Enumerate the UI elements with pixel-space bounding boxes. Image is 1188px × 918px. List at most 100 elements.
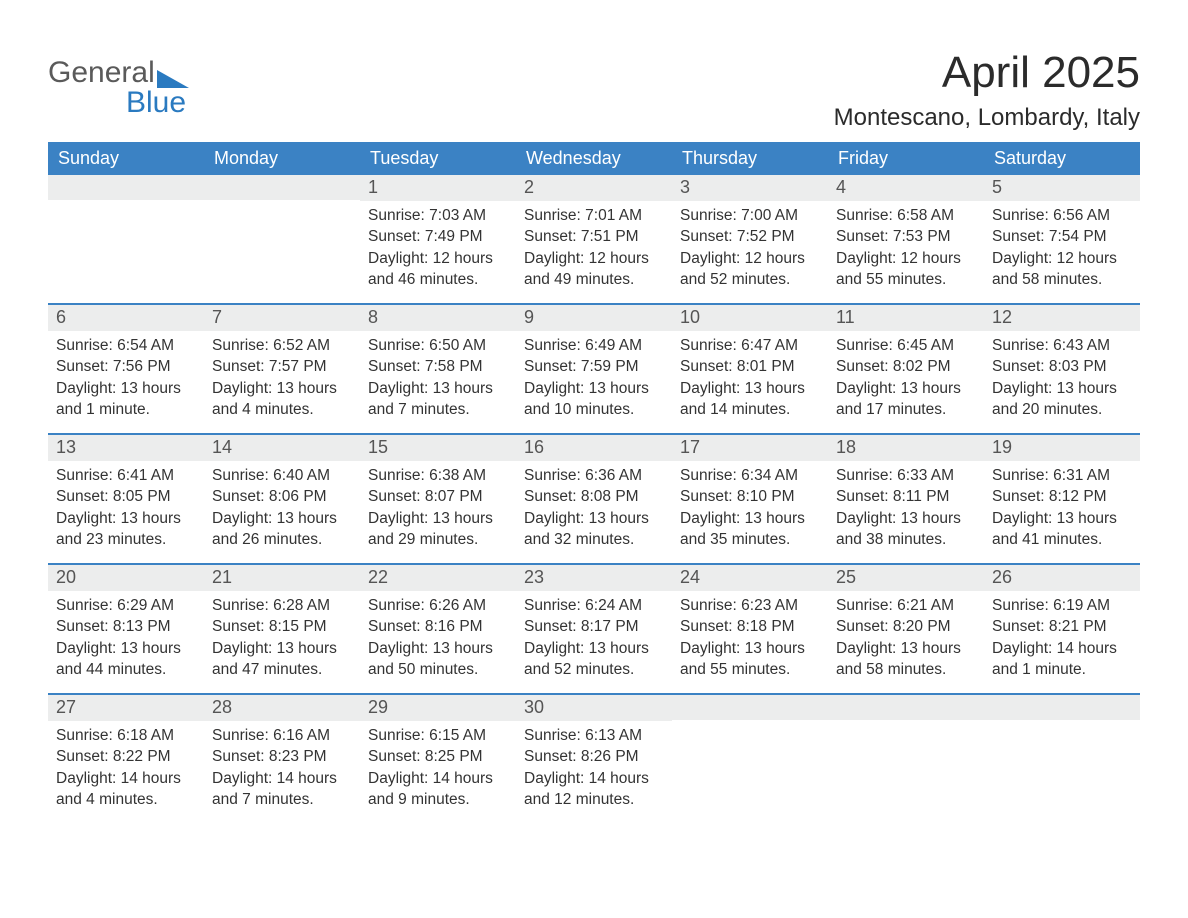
sunset-text: Sunset: 7:56 PM (56, 356, 196, 377)
day-number: 3 (672, 175, 828, 201)
sunrise-text: Sunrise: 6:24 AM (524, 595, 664, 616)
day-cell: 6Sunrise: 6:54 AMSunset: 7:56 PMDaylight… (48, 305, 204, 433)
logo-line2: Blue (126, 86, 186, 119)
sunrise-text: Sunrise: 6:13 AM (524, 725, 664, 746)
day-cell: 30 Sunrise: 6:13 AMSunset: 8:26 PMDayligh… (516, 695, 672, 823)
daylight-text: Daylight: 13 hours and 10 minutes. (524, 378, 664, 421)
day-number: 23 (516, 565, 672, 591)
sunrise-text: Sunrise: 6:52 AM (212, 335, 352, 356)
day-number: 4 (828, 175, 984, 201)
week-row: 20Sunrise: 6:29 AMSunset: 8:13 PMDayligh… (48, 563, 1140, 693)
day-number: 17 (672, 435, 828, 461)
calendar-grid: Sunday Monday Tuesday Wednesday Thursday… (48, 142, 1140, 823)
header: General Blue April 2025 Montescano, Lomb… (48, 30, 1140, 132)
day-cell (828, 695, 984, 823)
day-cell: 11Sunrise: 6:45 AMSunset: 8:02 PMDayligh… (828, 305, 984, 433)
dow-fri: Friday (828, 142, 984, 175)
week-row: 27Sunrise: 6:18 AMSunset: 8:22 PMDayligh… (48, 693, 1140, 823)
day-number: 14 (204, 435, 360, 461)
sunset-text: Sunset: 8:11 PM (836, 486, 976, 507)
day-number: 26 (984, 565, 1140, 591)
day-body: Sunrise: 6:19 AMSunset: 8:21 PMDaylight:… (984, 591, 1140, 687)
sunset-text: Sunset: 7:54 PM (992, 226, 1132, 247)
daylight-text: Daylight: 13 hours and 47 minutes. (212, 638, 352, 681)
day-cell: 21Sunrise: 6:28 AMSunset: 8:15 PMDayligh… (204, 565, 360, 693)
day-body: Sunrise: 6:58 AMSunset: 7:53 PMDaylight:… (828, 201, 984, 297)
day-cell: 12Sunrise: 6:43 AMSunset: 8:03 PMDayligh… (984, 305, 1140, 433)
day-cell: 28Sunrise: 6:16 AMSunset: 8:23 PMDayligh… (204, 695, 360, 823)
month-title: April 2025 (834, 48, 1140, 98)
day-body: Sunrise: 6:15 AMSunset: 8:25 PMDaylight:… (360, 721, 516, 817)
sunset-text: Sunset: 8:03 PM (992, 356, 1132, 377)
sunset-text: Sunset: 8:13 PM (56, 616, 196, 637)
sunset-text: Sunset: 8:26 PM (524, 746, 664, 767)
day-cell: 3Sunrise: 7:00 AMSunset: 7:52 PMDaylight… (672, 175, 828, 303)
day-number: 15 (360, 435, 516, 461)
day-body: Sunrise: 6:49 AMSunset: 7:59 PMDaylight:… (516, 331, 672, 427)
sunrise-text: Sunrise: 6:54 AM (56, 335, 196, 356)
day-body: Sunrise: 6:33 AMSunset: 8:11 PMDaylight:… (828, 461, 984, 557)
day-number: 1 (360, 175, 516, 201)
sunset-text: Sunset: 8:02 PM (836, 356, 976, 377)
day-number: 5 (984, 175, 1140, 201)
daylight-text: Daylight: 13 hours and 32 minutes. (524, 508, 664, 551)
daylight-text: Daylight: 14 hours and 12 minutes. (524, 768, 664, 811)
day-cell (48, 175, 204, 303)
sunset-text: Sunset: 8:01 PM (680, 356, 820, 377)
day-number: 27 (48, 695, 204, 721)
day-body: Sunrise: 6:52 AMSunset: 7:57 PMDaylight:… (204, 331, 360, 427)
day-number: 8 (360, 305, 516, 331)
sunrise-text: Sunrise: 7:00 AM (680, 205, 820, 226)
day-number: 24 (672, 565, 828, 591)
sunrise-text: Sunrise: 6:29 AM (56, 595, 196, 616)
day-number (204, 175, 360, 200)
day-cell: 23Sunrise: 6:24 AMSunset: 8:17 PMDayligh… (516, 565, 672, 693)
sunrise-text: Sunrise: 6:19 AM (992, 595, 1132, 616)
sunset-text: Sunset: 8:06 PM (212, 486, 352, 507)
daylight-text: Daylight: 12 hours and 49 minutes. (524, 248, 664, 291)
sunrise-text: Sunrise: 6:50 AM (368, 335, 508, 356)
daylight-text: Daylight: 13 hours and 41 minutes. (992, 508, 1132, 551)
day-body: Sunrise: 6:31 AMSunset: 8:12 PMDaylight:… (984, 461, 1140, 557)
day-number: 19 (984, 435, 1140, 461)
day-number: 30 (516, 695, 672, 721)
sunrise-text: Sunrise: 6:47 AM (680, 335, 820, 356)
day-cell: 5Sunrise: 6:56 AMSunset: 7:54 PMDaylight… (984, 175, 1140, 303)
day-body: Sunrise: 6:56 AMSunset: 7:54 PMDaylight:… (984, 201, 1140, 297)
sunrise-text: Sunrise: 6:45 AM (836, 335, 976, 356)
day-number: 2 (516, 175, 672, 201)
day-cell: 1Sunrise: 7:03 AMSunset: 7:49 PMDaylight… (360, 175, 516, 303)
sunrise-text: Sunrise: 6:43 AM (992, 335, 1132, 356)
day-body: Sunrise: 6:23 AMSunset: 8:18 PMDaylight:… (672, 591, 828, 687)
daylight-text: Daylight: 13 hours and 58 minutes. (836, 638, 976, 681)
sunrise-text: Sunrise: 6:41 AM (56, 465, 196, 486)
sunset-text: Sunset: 7:52 PM (680, 226, 820, 247)
day-body: Sunrise: 7:00 AMSunset: 7:52 PMDaylight:… (672, 201, 828, 297)
daylight-text: Daylight: 13 hours and 17 minutes. (836, 378, 976, 421)
title-block: April 2025 Montescano, Lombardy, Italy (834, 30, 1140, 132)
day-of-week-header: Sunday Monday Tuesday Wednesday Thursday… (48, 142, 1140, 175)
dow-thu: Thursday (672, 142, 828, 175)
daylight-text: Daylight: 13 hours and 26 minutes. (212, 508, 352, 551)
sunrise-text: Sunrise: 6:23 AM (680, 595, 820, 616)
weeks-container: 1Sunrise: 7:03 AMSunset: 7:49 PMDaylight… (48, 175, 1140, 823)
day-body: Sunrise: 6:43 AMSunset: 8:03 PMDaylight:… (984, 331, 1140, 427)
sunrise-text: Sunrise: 6:18 AM (56, 725, 196, 746)
sunset-text: Sunset: 8:08 PM (524, 486, 664, 507)
day-number: 9 (516, 305, 672, 331)
sunset-text: Sunset: 8:25 PM (368, 746, 508, 767)
week-row: 13Sunrise: 6:41 AMSunset: 8:05 PMDayligh… (48, 433, 1140, 563)
daylight-text: Daylight: 13 hours and 20 minutes. (992, 378, 1132, 421)
day-cell: 14Sunrise: 6:40 AMSunset: 8:06 PMDayligh… (204, 435, 360, 563)
day-body: Sunrise: 6:41 AMSunset: 8:05 PMDaylight:… (48, 461, 204, 557)
day-body: Sunrise: 7:03 AMSunset: 7:49 PMDaylight:… (360, 201, 516, 297)
daylight-text: Daylight: 13 hours and 29 minutes. (368, 508, 508, 551)
sunrise-text: Sunrise: 6:16 AM (212, 725, 352, 746)
day-cell: 8Sunrise: 6:50 AMSunset: 7:58 PMDaylight… (360, 305, 516, 433)
daylight-text: Daylight: 13 hours and 50 minutes. (368, 638, 508, 681)
sunrise-text: Sunrise: 6:58 AM (836, 205, 976, 226)
day-body: Sunrise: 6:29 AMSunset: 8:13 PMDaylight:… (48, 591, 204, 687)
day-cell: 25Sunrise: 6:21 AMSunset: 8:20 PMDayligh… (828, 565, 984, 693)
dow-wed: Wednesday (516, 142, 672, 175)
logo-text: General Blue (48, 58, 189, 118)
